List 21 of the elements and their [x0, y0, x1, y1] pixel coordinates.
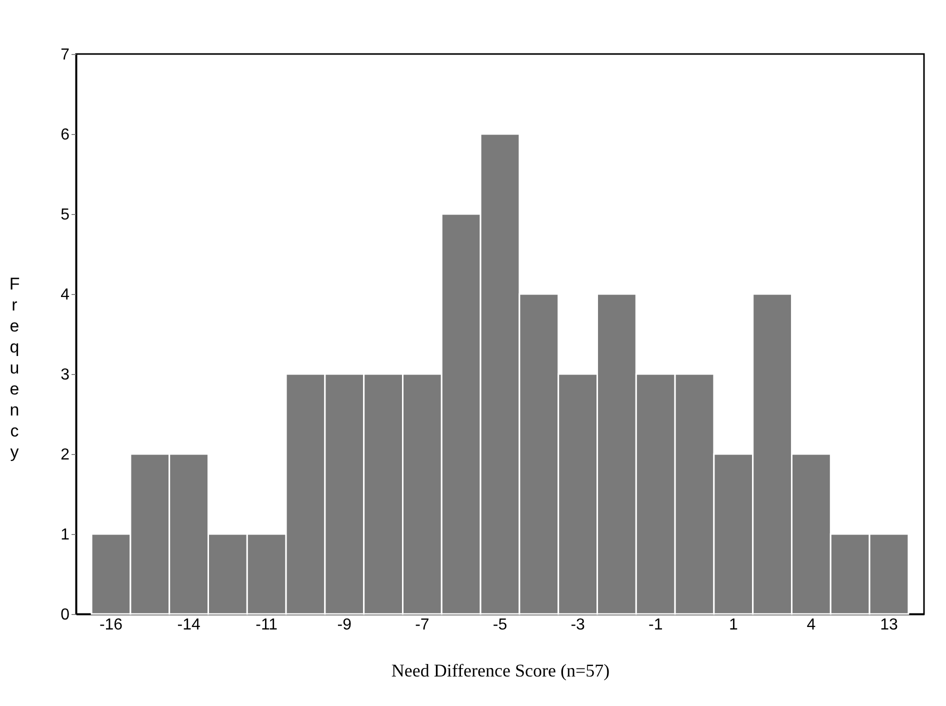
- x-tick-label: 13: [880, 616, 898, 634]
- x-tick-label: -14: [177, 616, 200, 634]
- x-tick-label: -5: [492, 616, 508, 634]
- y-tick-label: 3: [60, 366, 70, 384]
- x-tick-label: -11: [256, 616, 278, 634]
- y-tick-label: 1: [60, 526, 70, 544]
- x-tick-label: 4: [806, 616, 816, 634]
- y-tick-label: 5: [60, 206, 70, 224]
- x-axis-title: Need Difference Score (n=57): [391, 660, 610, 680]
- x-tick-label: -9: [337, 616, 352, 634]
- x-tick-label: 1: [728, 616, 738, 634]
- x-tick-label: -3: [570, 616, 586, 634]
- y-tick-label: 7: [60, 46, 70, 64]
- x-tick-label: -1: [648, 616, 663, 634]
- y-tick-label: 4: [60, 286, 70, 304]
- y-tick-label: 2: [60, 446, 70, 464]
- x-tick-label: -16: [99, 616, 123, 634]
- text: Frequency: [9, 274, 20, 462]
- y-tick-label: 6: [60, 126, 70, 144]
- x-tick-label: -7: [415, 616, 430, 634]
- y-tick-label: 0: [60, 606, 70, 624]
